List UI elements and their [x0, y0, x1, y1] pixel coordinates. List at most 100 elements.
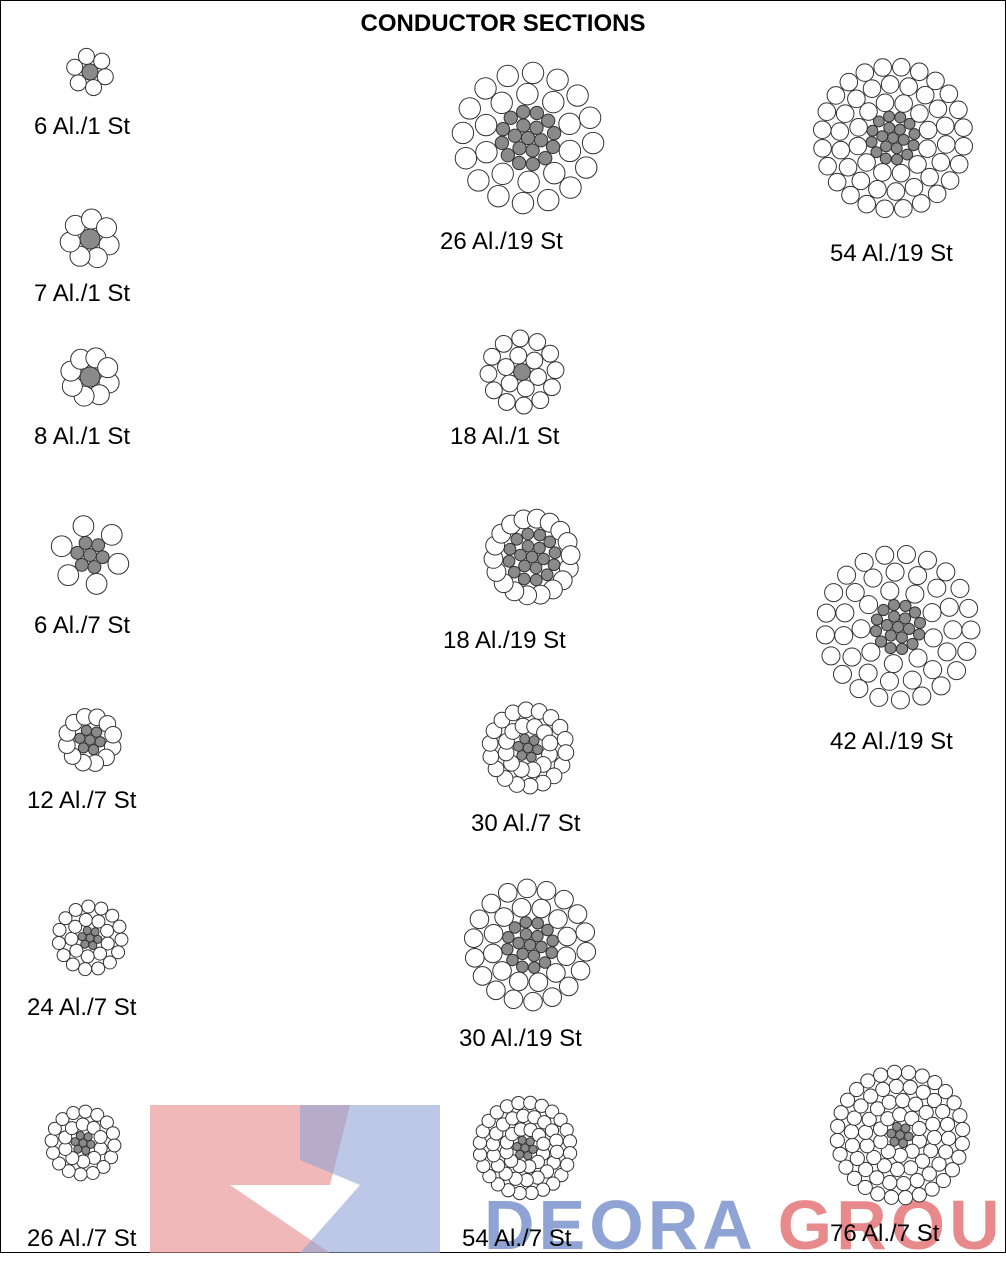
- wire-strand: [516, 82, 539, 106]
- wire-strand: [566, 84, 589, 107]
- wire-strand: [497, 883, 518, 903]
- wire-strand: [528, 972, 549, 992]
- wire-strand: [93, 1130, 108, 1145]
- wire-strand: [65, 957, 80, 972]
- conductor-section: [60, 347, 120, 407]
- wire-strand: [835, 603, 855, 623]
- wire-strand: [512, 155, 527, 171]
- wire-strand: [51, 935, 66, 950]
- wire-strand: [531, 898, 552, 919]
- wire-strand: [947, 661, 967, 681]
- wire-strand: [880, 619, 894, 632]
- wire-strand: [502, 931, 515, 944]
- wire-strand: [886, 182, 906, 201]
- wire-strand: [827, 172, 847, 192]
- wire-strand: [873, 1121, 889, 1137]
- wire-strand: [936, 135, 956, 154]
- wire-strand: [541, 734, 559, 752]
- wire-strand: [874, 635, 888, 648]
- wire-strand: [832, 664, 852, 684]
- wire-strand: [523, 991, 543, 1012]
- wire-strand: [496, 64, 519, 88]
- conductor-section: [44, 1104, 122, 1182]
- wire-strand: [527, 949, 541, 963]
- wire-strand: [937, 1084, 954, 1100]
- wire-strand: [513, 740, 524, 752]
- conductor-section: [483, 508, 581, 606]
- conductor-section: [812, 57, 974, 219]
- wire-strand: [900, 1065, 917, 1081]
- wire-strand: [858, 663, 878, 683]
- wire-strand: [866, 1149, 882, 1166]
- wire-strand: [508, 921, 522, 934]
- wire-strand: [91, 914, 106, 929]
- wire-strand: [518, 559, 531, 573]
- wire-strand: [479, 364, 498, 383]
- conductor-section: [50, 515, 130, 595]
- wire-strand: [858, 1124, 874, 1140]
- wire-strand: [546, 934, 559, 948]
- wire-strand: [69, 943, 84, 958]
- wire-strand: [895, 1093, 911, 1109]
- wire-strand: [928, 99, 948, 119]
- wire-strand: [908, 1096, 924, 1112]
- conductor-section: [472, 1095, 578, 1201]
- wire-strand: [873, 163, 892, 182]
- wire-strand: [556, 946, 577, 967]
- wire-strand: [66, 1106, 81, 1121]
- wire-strand: [511, 191, 535, 215]
- wire-strand: [516, 960, 529, 973]
- wire-strand: [909, 1172, 925, 1189]
- wire-strand: [880, 75, 900, 94]
- wire-strand: [914, 1153, 931, 1169]
- wire-strand: [954, 136, 974, 156]
- wire-strand: [503, 110, 518, 125]
- wire-strand: [581, 131, 605, 155]
- conductor-section: [51, 899, 129, 977]
- wire-strand: [557, 926, 577, 947]
- wire-strand: [80, 724, 93, 736]
- wire-strand: [491, 162, 514, 186]
- wire-strand: [870, 146, 883, 159]
- wire-strand: [845, 582, 865, 602]
- wire-strand: [474, 113, 498, 137]
- wire-strand: [72, 515, 95, 537]
- wire-strand: [56, 948, 71, 963]
- wire-strand: [503, 989, 524, 1010]
- wire-strand: [952, 1108, 968, 1124]
- wire-strand: [838, 157, 858, 177]
- wire-strand: [903, 117, 916, 130]
- wire-strand: [954, 1135, 970, 1152]
- wire-strand: [111, 945, 126, 960]
- wire-strand: [100, 523, 123, 546]
- wire-strand: [517, 878, 537, 899]
- wire-strand: [533, 528, 547, 542]
- wire-strand: [548, 909, 568, 929]
- wire-strand: [903, 1131, 914, 1142]
- wire-strand: [509, 346, 528, 365]
- wire-strand: [886, 1128, 897, 1139]
- wire-strand: [925, 1116, 941, 1132]
- wire-strand: [815, 625, 835, 645]
- conductor-label: 54 Al./19 St: [830, 240, 953, 267]
- wire-strand: [70, 1137, 80, 1147]
- wire-strand: [849, 118, 868, 137]
- wire-strand: [61, 1164, 76, 1179]
- wire-strand: [542, 90, 565, 114]
- wire-strand: [908, 128, 921, 140]
- conductor-label: 6 Al./1 St: [34, 113, 131, 140]
- wire-strand: [541, 344, 560, 363]
- wire-strand: [897, 133, 910, 146]
- wire-strand: [526, 751, 537, 763]
- wire-strand: [79, 366, 101, 388]
- wire-strand: [557, 744, 575, 761]
- wire-strand: [52, 922, 67, 937]
- wire-strand: [105, 908, 120, 923]
- wire-strand: [58, 1130, 73, 1145]
- wire-strand: [889, 1161, 905, 1177]
- wire-strand: [514, 548, 527, 562]
- wire-strand: [898, 1138, 908, 1149]
- wire-strand: [879, 671, 899, 691]
- wire-strand: [848, 136, 868, 156]
- wire-strand: [869, 624, 883, 638]
